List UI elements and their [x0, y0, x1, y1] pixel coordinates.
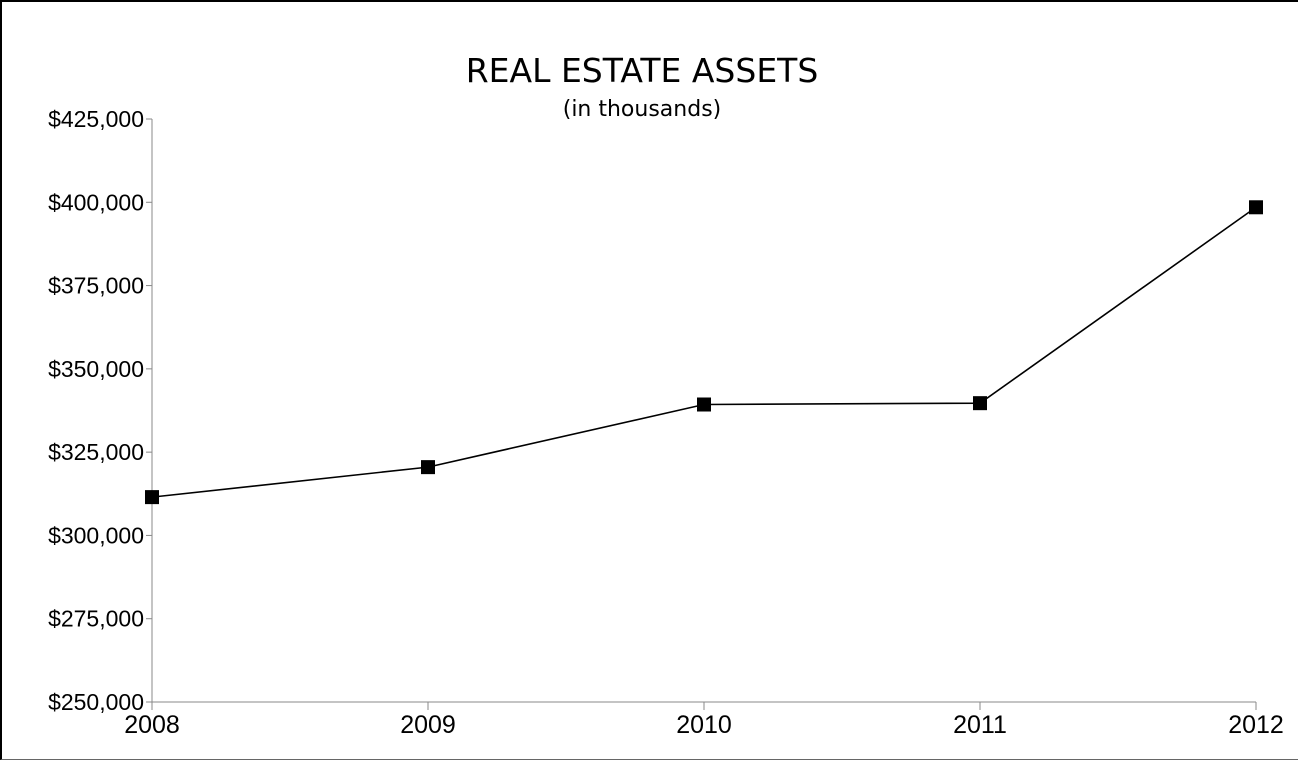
x-tick-label: 2010 [676, 711, 732, 739]
data-point-marker [697, 397, 711, 412]
y-tick-label: $375,000 [48, 273, 144, 299]
chart-title: REAL ESTATE ASSETS [466, 51, 819, 90]
x-axis-ticks: 2008 2009 2010 2011 2012 [124, 702, 1284, 739]
series-layer [145, 200, 1263, 505]
y-tick-label: $425,000 [48, 106, 144, 132]
y-tick-label: $300,000 [48, 522, 144, 548]
data-point-marker [145, 490, 159, 505]
data-point-marker [421, 460, 435, 475]
y-tick-label: $400,000 [48, 189, 144, 215]
x-tick-label: 2009 [400, 711, 456, 739]
y-tick-label: $250,000 [48, 689, 144, 715]
x-tick-label: 2008 [124, 711, 180, 739]
x-tick-label: 2012 [1228, 711, 1284, 739]
y-tick-label: $350,000 [48, 356, 144, 382]
data-point-marker [1249, 200, 1263, 215]
data-point-marker [973, 396, 987, 411]
y-axis-ticks: $250,000 $275,000 $300,000 $325,000 $350,000… [48, 106, 152, 715]
x-tick-label: 2011 [953, 711, 1007, 739]
chart-subtitle: (in thousands) [563, 97, 722, 122]
y-tick-label: $325,000 [48, 439, 144, 465]
y-tick-label: $275,000 [48, 606, 144, 632]
series-line [151, 206, 1257, 498]
